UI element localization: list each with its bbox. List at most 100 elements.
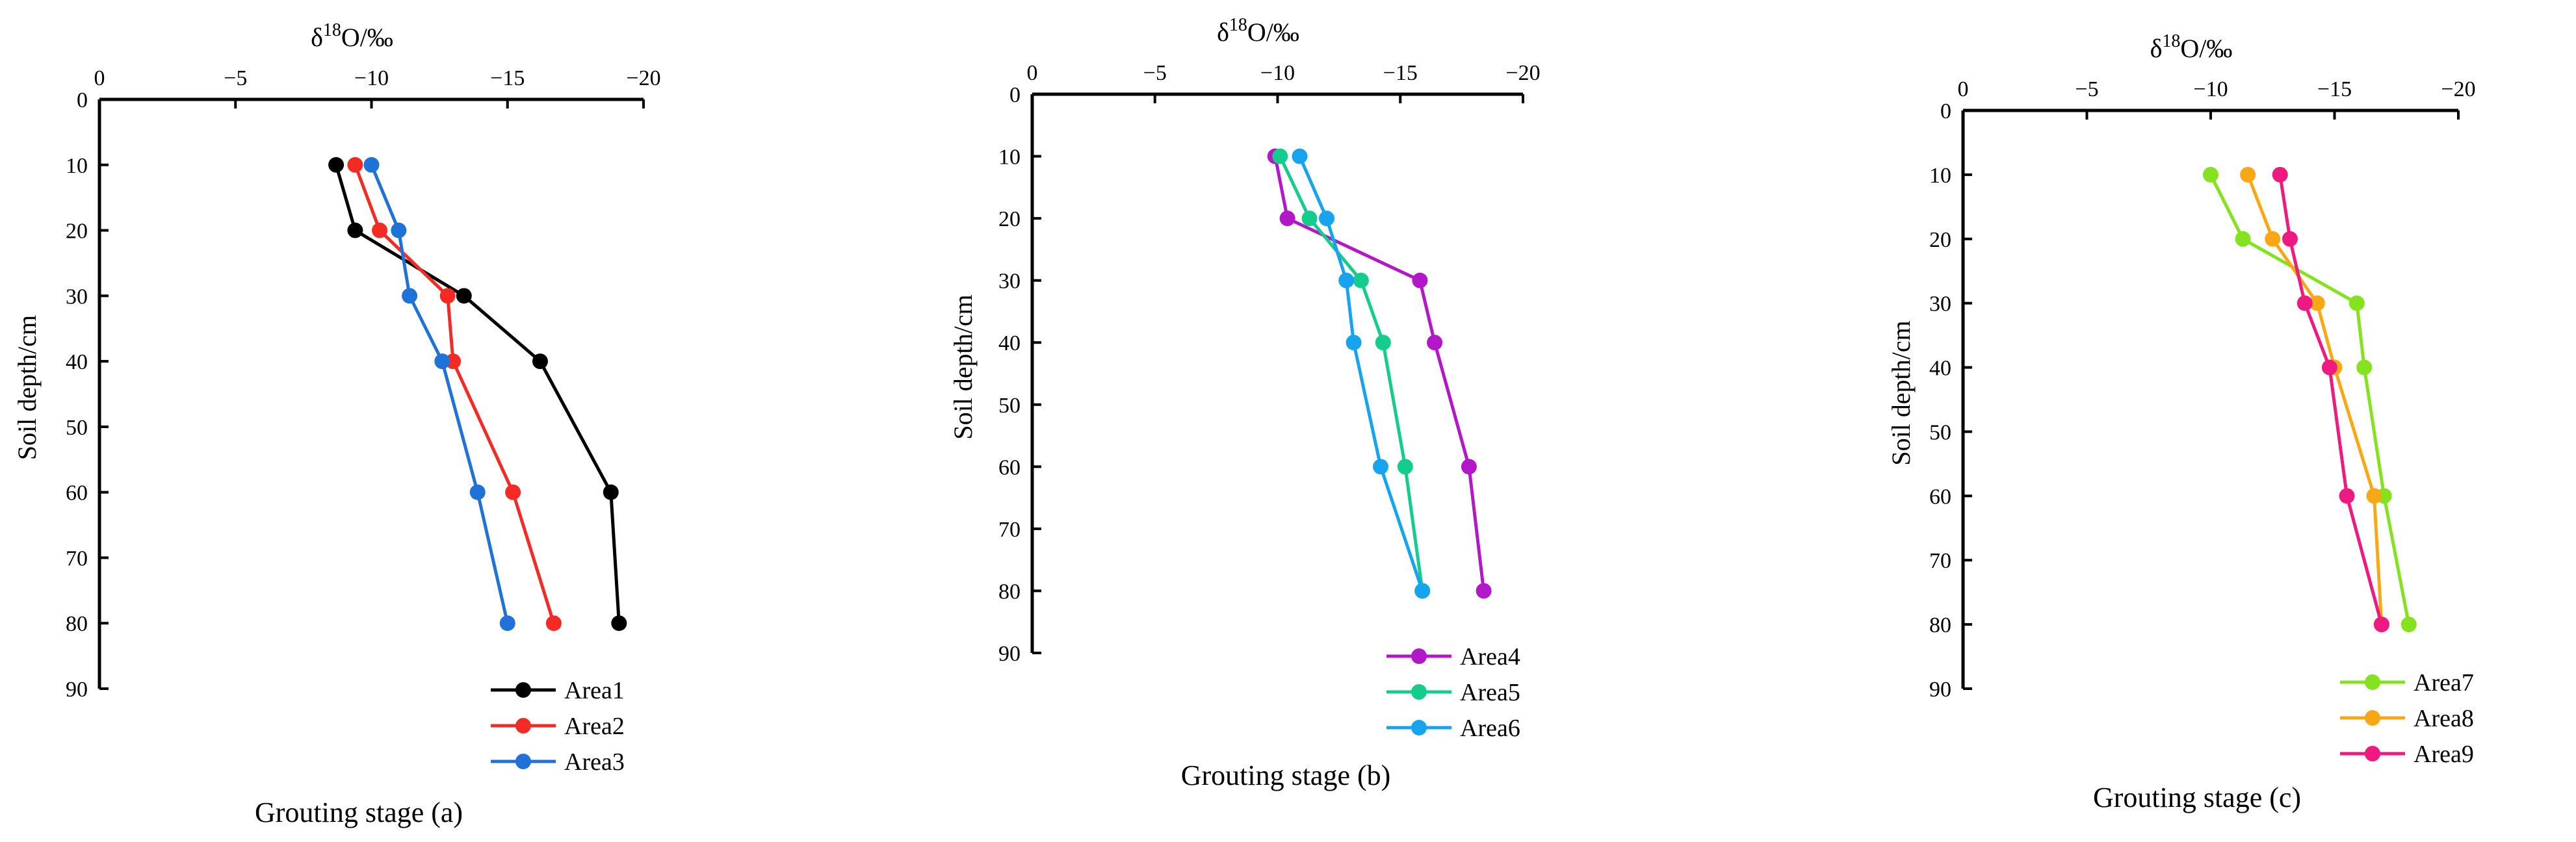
- y-tick-label: 40: [998, 331, 1021, 355]
- x-axis-title: δ18O/‰: [311, 20, 393, 52]
- y-tick-label: 90: [66, 678, 88, 702]
- chart-panel-3: 0 −5 −10 −15 −20 0 10 20 30 40 50 60 70 80 90 δ18O/‰ Soi…: [1886, 31, 2476, 813]
- x-tick-label: 0: [94, 66, 105, 90]
- y-tick-label: 60: [66, 481, 88, 505]
- chart-panel-2: 0 −5 −10 −15 −20 0 10 20 30 40 50 60 70 80 90 δ18O/‰ Soi…: [948, 15, 1541, 791]
- data-point-area1: [347, 222, 363, 238]
- legend-marker: [2365, 710, 2380, 726]
- x-axis-title-sup: 18: [1229, 15, 1247, 35]
- data-point-area2: [445, 353, 462, 370]
- data-point-area4: [1476, 583, 1492, 599]
- y-tick-label: 0: [77, 88, 88, 112]
- y-tick-label: 50: [66, 416, 88, 440]
- data-point-area6: [1346, 335, 1362, 351]
- data-point-area6: [1373, 459, 1389, 475]
- x-axis-title: δ18O/‰: [2150, 31, 2233, 63]
- data-point-area8: [2366, 488, 2382, 504]
- x-tick-label: −10: [354, 66, 389, 90]
- y-tick-label: 40: [66, 350, 88, 374]
- y-tick-label: 0: [1940, 99, 1951, 123]
- data-point-area8: [2265, 231, 2281, 247]
- y-axis-title: Soil depth/cm: [948, 294, 978, 439]
- x-tick-label: −5: [1143, 61, 1167, 85]
- legend-label: Area4: [1460, 643, 1520, 670]
- data-point-area5: [1272, 148, 1288, 164]
- x-axis-title-sup: 18: [2162, 31, 2180, 51]
- legend-marker: [1411, 720, 1427, 735]
- data-point-area7: [2400, 617, 2417, 633]
- data-point-area7: [2348, 295, 2365, 311]
- y-tick-label: 10: [66, 154, 88, 178]
- legend-label: Area3: [564, 748, 625, 776]
- x-tick-label: 0: [1958, 77, 1969, 101]
- y-tick-label: 30: [66, 285, 88, 309]
- x-axis-title-suffix: O/‰: [1247, 18, 1299, 47]
- y-tick-label: 80: [1929, 613, 1951, 637]
- data-point-area4: [1412, 272, 1428, 288]
- data-point-area9: [2339, 488, 2355, 504]
- legend-marker: [515, 682, 531, 698]
- data-point-area1: [603, 484, 619, 500]
- data-point-area5: [1301, 210, 1318, 227]
- chart-panel-1: 0 −5 −10 −15 −20 0 10 20 30 40 50 60 70 80 90 δ18O/‰ Soi…: [12, 20, 661, 828]
- x-axis-title-suffix: O/‰: [341, 23, 393, 52]
- data-point-area2: [505, 484, 521, 500]
- legend-label: Area6: [1460, 715, 1520, 742]
- y-tick-label: 30: [998, 270, 1021, 294]
- legend-label: Area5: [1460, 679, 1520, 706]
- series-line-area4: [1273, 156, 1486, 591]
- x-tick-label: −20: [2441, 77, 2475, 101]
- data-point-area7: [2203, 166, 2218, 183]
- x-axis-title-suffix: O/‰: [2180, 34, 2232, 63]
- y-tick-label: 70: [998, 518, 1021, 542]
- legend-label: Area8: [2413, 705, 2474, 732]
- series-line-area2: [354, 164, 556, 624]
- y-tick-label: 20: [66, 220, 88, 244]
- data-point-area6: [1319, 210, 1334, 227]
- data-point-area4: [1427, 335, 1443, 351]
- y-tick-label: 40: [1929, 357, 1951, 381]
- data-point-area1: [611, 615, 627, 632]
- legend-marker: [515, 718, 531, 734]
- legend-label: Area1: [564, 677, 625, 704]
- series-line-area7: [2209, 173, 2411, 625]
- y-tick-label: 10: [998, 146, 1021, 170]
- data-point-area2: [439, 288, 456, 304]
- data-point-area4: [1279, 210, 1295, 227]
- series-line-area9: [2278, 174, 2384, 625]
- y-tick-label: 30: [1929, 292, 1951, 316]
- legend-marker: [1411, 648, 1427, 664]
- data-point-area6: [1414, 583, 1431, 599]
- y-tick-label: 0: [1009, 83, 1021, 107]
- x-tick-label: −5: [224, 66, 247, 90]
- y-tick-label: 70: [1929, 549, 1951, 573]
- chart-caption: Grouting stage (c): [2093, 782, 2301, 813]
- y-tick-label: 60: [1929, 485, 1951, 509]
- data-point-area2: [347, 157, 363, 173]
- x-tick-label: −15: [1383, 61, 1418, 85]
- series-line-area8: [2246, 173, 2384, 625]
- legend-marker: [2365, 746, 2380, 761]
- data-point-area2: [372, 222, 388, 238]
- data-point-area2: [545, 615, 562, 632]
- y-tick-label: 80: [998, 580, 1021, 604]
- data-point-area3: [391, 222, 407, 238]
- x-tick-label: −20: [626, 66, 660, 90]
- y-tick-label: 10: [1929, 164, 1951, 188]
- data-point-area5: [1397, 459, 1413, 475]
- legend-label: Area7: [2413, 669, 2474, 696]
- data-point-area4: [1461, 459, 1477, 475]
- x-tick-label: −15: [490, 66, 525, 90]
- data-point-area1: [532, 353, 548, 370]
- data-point-area7: [2356, 359, 2373, 376]
- x-axis-title-prefix: δ: [311, 23, 323, 52]
- x-axis-title-sup: 18: [323, 20, 341, 40]
- x-axis-title: δ18O/‰: [1217, 15, 1299, 47]
- data-point-area9: [2272, 166, 2288, 183]
- series-line-area1: [334, 164, 621, 624]
- data-point-area5: [1353, 272, 1369, 288]
- y-tick-label: 90: [1929, 678, 1951, 702]
- x-axis-title-prefix: δ: [2150, 34, 2163, 63]
- y-tick-label: 70: [66, 546, 88, 570]
